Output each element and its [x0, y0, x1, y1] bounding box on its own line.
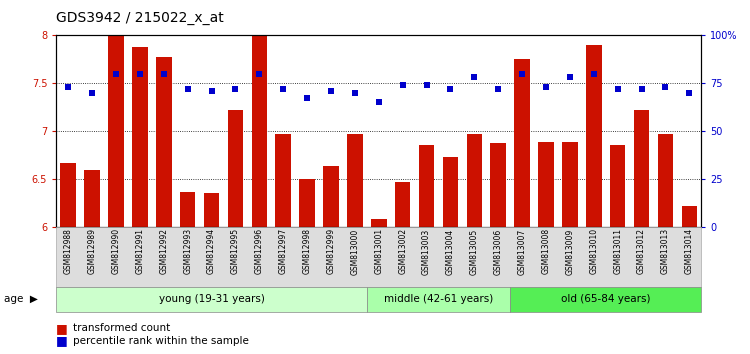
- Text: GSM813001: GSM813001: [374, 228, 383, 274]
- Point: [182, 86, 194, 92]
- Point: [230, 86, 242, 92]
- Bar: [538, 142, 554, 227]
- Bar: [395, 182, 410, 227]
- Text: GSM813005: GSM813005: [470, 228, 478, 275]
- Point: [468, 75, 480, 80]
- Text: GSM812994: GSM812994: [207, 228, 216, 274]
- Point: [588, 71, 600, 76]
- Bar: [419, 145, 434, 227]
- Text: GSM813010: GSM813010: [590, 228, 598, 274]
- Text: ■: ■: [56, 322, 68, 335]
- Text: GSM813008: GSM813008: [542, 228, 550, 274]
- Point: [349, 90, 361, 96]
- Text: GSM813014: GSM813014: [685, 228, 694, 274]
- Bar: [562, 142, 578, 227]
- Text: GSM813006: GSM813006: [494, 228, 502, 275]
- Bar: [514, 59, 529, 227]
- Text: GSM812996: GSM812996: [255, 228, 264, 274]
- Bar: [180, 192, 196, 227]
- Bar: [156, 57, 172, 227]
- Point: [445, 86, 457, 92]
- Text: GSM813002: GSM813002: [398, 228, 407, 274]
- Bar: [586, 45, 602, 227]
- Bar: [228, 110, 243, 227]
- Point: [254, 71, 266, 76]
- Point: [278, 86, 290, 92]
- Point: [110, 71, 122, 76]
- Point: [397, 82, 409, 88]
- Point: [62, 84, 74, 90]
- Bar: [299, 179, 315, 227]
- Bar: [490, 143, 506, 227]
- Text: GSM812991: GSM812991: [135, 228, 144, 274]
- Point: [86, 90, 98, 96]
- Point: [325, 88, 337, 94]
- Text: GSM813009: GSM813009: [566, 228, 574, 275]
- Text: GSM813013: GSM813013: [661, 228, 670, 274]
- Text: GSM812988: GSM812988: [64, 228, 73, 274]
- Bar: [466, 134, 482, 227]
- Bar: [682, 206, 697, 227]
- Point: [540, 84, 552, 90]
- Text: GDS3942 / 215022_x_at: GDS3942 / 215022_x_at: [56, 11, 224, 25]
- Text: GSM812990: GSM812990: [112, 228, 121, 274]
- Text: middle (42-61 years): middle (42-61 years): [384, 295, 493, 304]
- Text: age  ▶: age ▶: [4, 295, 38, 304]
- Text: GSM812995: GSM812995: [231, 228, 240, 274]
- Text: GSM813000: GSM813000: [350, 228, 359, 275]
- Bar: [634, 110, 650, 227]
- Point: [492, 86, 504, 92]
- Bar: [251, 35, 267, 227]
- Point: [134, 71, 146, 76]
- Bar: [442, 157, 458, 227]
- Point: [301, 96, 313, 101]
- Point: [612, 86, 624, 92]
- Text: GSM812993: GSM812993: [183, 228, 192, 274]
- Text: GSM812997: GSM812997: [279, 228, 288, 274]
- Bar: [132, 47, 148, 227]
- Point: [373, 99, 385, 105]
- Bar: [275, 134, 291, 227]
- Point: [564, 75, 576, 80]
- Bar: [371, 219, 386, 227]
- Text: GSM812992: GSM812992: [159, 228, 168, 274]
- Bar: [204, 193, 219, 227]
- Text: GSM813007: GSM813007: [518, 228, 526, 275]
- Text: GSM813012: GSM813012: [637, 228, 646, 274]
- Point: [206, 88, 218, 94]
- Text: old (65-84 years): old (65-84 years): [561, 295, 650, 304]
- Point: [516, 71, 528, 76]
- Text: transformed count: transformed count: [73, 323, 170, 333]
- Text: young (19-31 years): young (19-31 years): [158, 295, 265, 304]
- Text: GSM813004: GSM813004: [446, 228, 455, 275]
- Text: percentile rank within the sample: percentile rank within the sample: [73, 336, 248, 346]
- Point: [683, 90, 695, 96]
- Point: [635, 86, 647, 92]
- Bar: [108, 35, 124, 227]
- Bar: [658, 134, 674, 227]
- Text: GSM813003: GSM813003: [422, 228, 431, 275]
- Text: GSM812999: GSM812999: [326, 228, 335, 274]
- Bar: [61, 162, 76, 227]
- Text: GSM813011: GSM813011: [614, 228, 622, 274]
- Point: [659, 84, 671, 90]
- Bar: [323, 166, 339, 227]
- Bar: [347, 134, 363, 227]
- Bar: [610, 145, 626, 227]
- Text: ■: ■: [56, 334, 68, 347]
- Text: GSM812998: GSM812998: [302, 228, 311, 274]
- Point: [158, 71, 170, 76]
- Bar: [84, 170, 100, 227]
- Text: GSM812989: GSM812989: [88, 228, 97, 274]
- Point: [421, 82, 433, 88]
